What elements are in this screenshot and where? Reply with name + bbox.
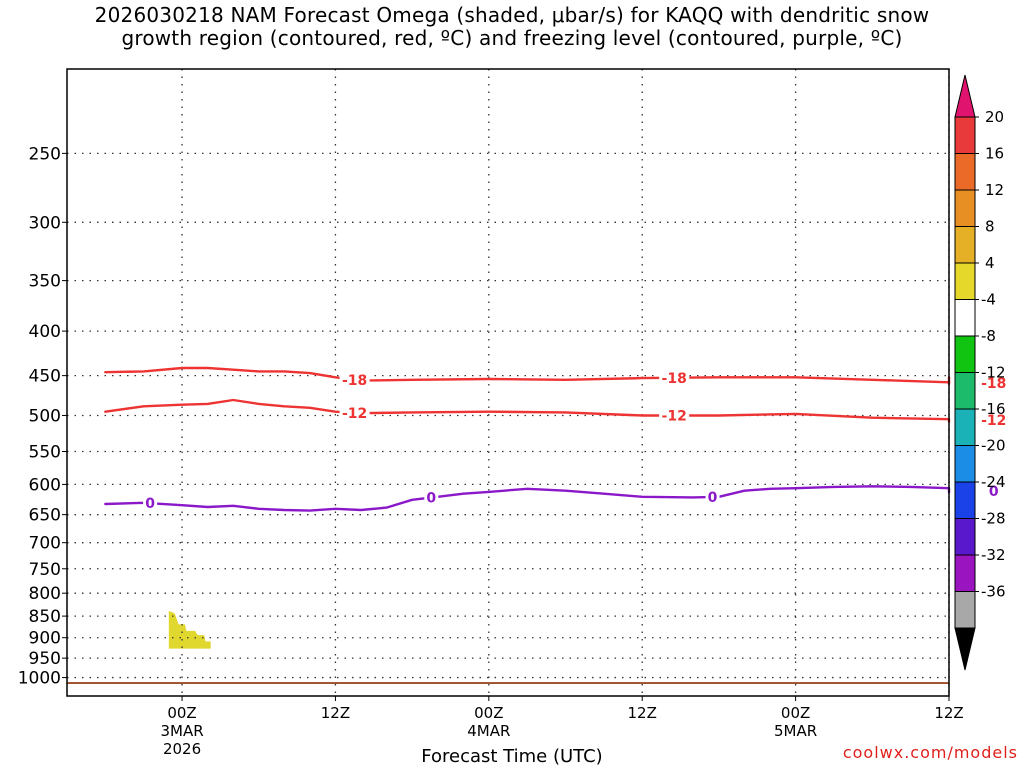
y-tick-label: 250	[29, 144, 61, 164]
colorbar-segment	[954, 226, 976, 264]
colorbar-segment	[954, 372, 976, 410]
colorbar-label: -36	[981, 583, 1006, 601]
y-tick-label: 500	[29, 406, 61, 426]
plot-frame	[66, 68, 950, 697]
x-tick-label: 00Z	[167, 704, 196, 722]
x-tick-label: 12Z	[321, 704, 350, 722]
chart-title: 2026030218 NAM Forecast Omega (shaded, μ…	[0, 4, 1024, 50]
isotherm-label: -18	[981, 376, 1006, 392]
colorbar-segment	[954, 408, 976, 446]
isotherm-line	[104, 398, 951, 423]
isotherm-label-bg	[339, 404, 370, 420]
isotherm-label-bg	[339, 371, 370, 387]
isotherm-line	[104, 485, 951, 512]
colorbar-segment	[954, 299, 976, 337]
y-tick-label: 300	[29, 213, 61, 233]
y-tick-label: 700	[29, 534, 61, 554]
isotherm-label-bg	[986, 482, 1001, 498]
isotherm-label: -18	[342, 373, 367, 389]
colorbar-label: 4	[985, 254, 995, 272]
colorbar-segment	[954, 116, 976, 154]
colorbar-label: -32	[981, 546, 1006, 564]
x-tick-label: 00Z	[781, 704, 810, 722]
colorbar-label: 12	[985, 181, 1004, 199]
colorbar-label: -4	[981, 291, 996, 309]
y-tick-label: 600	[29, 475, 61, 495]
isotherm-label: 0	[708, 490, 718, 506]
isotherm-label-bg	[705, 488, 720, 504]
x-tick-year: 2026	[163, 740, 201, 758]
y-tick-label: 550	[29, 443, 61, 463]
x-tick-date: 3MAR	[160, 722, 203, 740]
omega-shaded-region	[168, 610, 211, 649]
colorbar-segment	[954, 481, 976, 519]
x-tick-label: 12Z	[628, 704, 657, 722]
isotherm-label: -12	[662, 408, 687, 424]
isotherm-label-bg	[659, 407, 690, 423]
x-tick-label: 12Z	[934, 704, 963, 722]
x-tick-date: 5MAR	[774, 722, 817, 740]
colorbar-label: -16	[981, 400, 1006, 418]
y-tick-label: 400	[29, 322, 61, 342]
colorbar-segment	[954, 591, 976, 629]
isotherm-label-bg	[978, 412, 1009, 428]
colorbar-top-arrow	[954, 74, 976, 118]
colorbar-segment	[954, 189, 976, 227]
y-tick-label: 1000	[18, 669, 61, 689]
colorbar-label: 8	[985, 218, 995, 236]
isotherm-label-bg	[143, 495, 158, 511]
colorbar-label: -24	[981, 473, 1006, 491]
colorbar-label: -12	[981, 364, 1006, 382]
colorbar-label: 20	[985, 108, 1004, 126]
y-tick-label: 750	[29, 560, 61, 580]
y-tick-label: 650	[29, 506, 61, 526]
colorbar-label: -8	[981, 327, 996, 345]
colorbar-segment	[954, 262, 976, 300]
isotherm-line	[104, 366, 951, 386]
y-tick-label: 850	[29, 607, 61, 627]
x-axis-label: Forecast Time (UTC)	[421, 746, 603, 767]
isotherm-label: -12	[981, 413, 1006, 429]
y-tick-label: 900	[29, 629, 61, 649]
isotherm-label: -12	[342, 406, 367, 422]
isotherm-label-bg	[978, 375, 1009, 391]
chart-title-line-2: growth region (contoured, red, ºC) and f…	[121, 26, 903, 50]
y-tick-label: 350	[29, 272, 61, 292]
y-tick-label: 950	[29, 649, 61, 669]
y-tick-label: 800	[29, 584, 61, 604]
watermark: coolwx.com/models	[842, 743, 1018, 762]
chart-title-line-1: 2026030218 NAM Forecast Omega (shaded, μ…	[94, 3, 930, 27]
colorbar-segment	[954, 445, 976, 483]
colorbar-label: 16	[985, 145, 1004, 163]
isotherm-label: 0	[145, 496, 155, 512]
isotherm-label-bg	[424, 489, 439, 505]
y-tick-label: 450	[29, 367, 61, 387]
colorbar-label: -28	[981, 510, 1006, 528]
isotherm-label-bg	[659, 369, 690, 385]
colorbar-segment	[954, 554, 976, 592]
colorbar-label: -20	[981, 437, 1006, 455]
x-tick-date: 4MAR	[467, 722, 510, 740]
terrain-fill	[67, 682, 949, 684]
isotherm-label: -18	[662, 371, 687, 387]
x-tick-label: 00Z	[474, 704, 503, 722]
colorbar-segment	[954, 518, 976, 556]
colorbar-bottom-arrow	[954, 627, 976, 671]
colorbar-segment	[954, 335, 976, 373]
colorbar-segment	[954, 153, 976, 191]
isotherm-label: 0	[426, 491, 436, 507]
isotherm-label: 0	[989, 484, 999, 500]
